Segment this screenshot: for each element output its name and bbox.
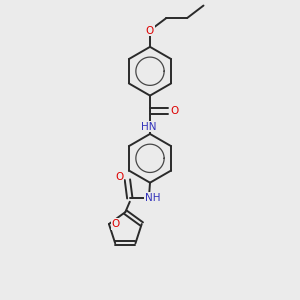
Text: O: O: [115, 172, 123, 182]
Text: NH: NH: [145, 193, 161, 203]
Text: O: O: [111, 219, 120, 229]
Text: O: O: [146, 26, 154, 35]
Text: HN: HN: [141, 122, 156, 131]
Text: O: O: [171, 106, 179, 116]
